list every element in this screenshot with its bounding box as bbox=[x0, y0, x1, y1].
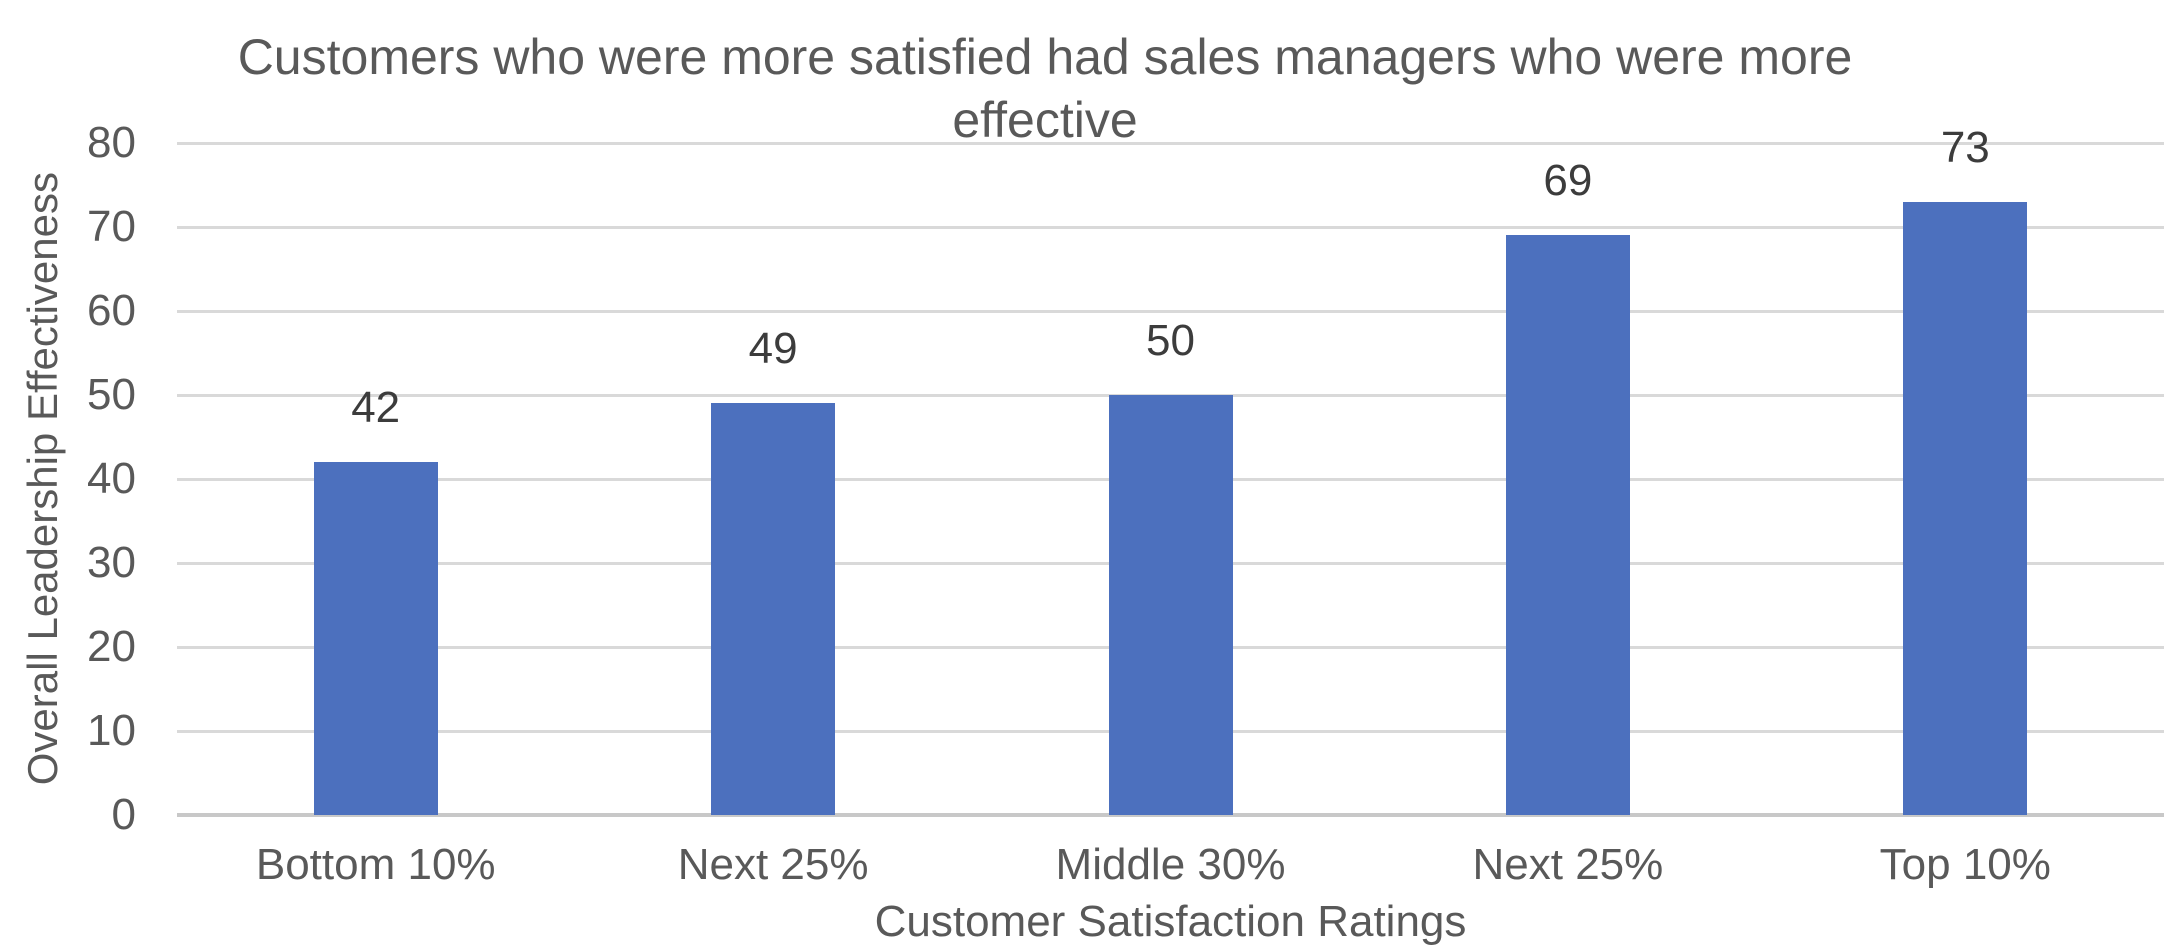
y-tick-label: 20 bbox=[87, 622, 136, 671]
y-tick-label: 40 bbox=[87, 454, 136, 503]
gridline bbox=[177, 309, 2164, 313]
y-tick-label: 50 bbox=[87, 370, 136, 419]
bar bbox=[711, 403, 836, 815]
plot-area: 42 49 50 69 73 bbox=[177, 125, 2164, 817]
y-tick-label: 60 bbox=[87, 286, 136, 335]
x-category-label: Bottom 10% bbox=[255, 840, 496, 889]
bar bbox=[313, 462, 438, 815]
y-tick-label: 70 bbox=[87, 202, 136, 251]
bar-data-label: 69 bbox=[1543, 156, 1593, 206]
x-axis-line bbox=[177, 813, 2164, 817]
bar-data-label: 50 bbox=[1146, 316, 1195, 365]
bar bbox=[1505, 235, 1630, 815]
bar-data-label: 49 bbox=[748, 324, 798, 374]
x-category-label: Top 10% bbox=[1879, 840, 2051, 889]
chart-title-text: Customers who were more satisfied had sa… bbox=[237, 29, 1853, 148]
x-axis-categories: Bottom 10% Next 25% Middle 30% Next 25% Top … bbox=[177, 843, 2164, 891]
y-tick-label: 0 bbox=[111, 790, 136, 839]
gridline bbox=[177, 225, 2164, 229]
bar-data-label: 73 bbox=[1940, 122, 1990, 172]
y-tick-label: 30 bbox=[87, 538, 136, 587]
bar bbox=[1108, 395, 1233, 815]
x-axis-title: Customer Satisfaction Ratings bbox=[874, 897, 1467, 946]
bar bbox=[1903, 201, 2028, 815]
bar-data-label: 42 bbox=[351, 383, 401, 433]
x-category-label: Next 25% bbox=[1472, 840, 1664, 889]
y-tick-label: 80 bbox=[87, 118, 136, 167]
y-axis-ticks: 0 10 20 30 40 50 60 70 80 bbox=[0, 121, 150, 837]
gridline bbox=[177, 141, 2164, 145]
x-category-label: Middle 30% bbox=[1055, 840, 1286, 889]
x-category-label: Next 25% bbox=[677, 840, 869, 889]
y-tick-label: 10 bbox=[87, 706, 136, 755]
chart-title: Customers who were more satisfied had sa… bbox=[0, 26, 2090, 152]
